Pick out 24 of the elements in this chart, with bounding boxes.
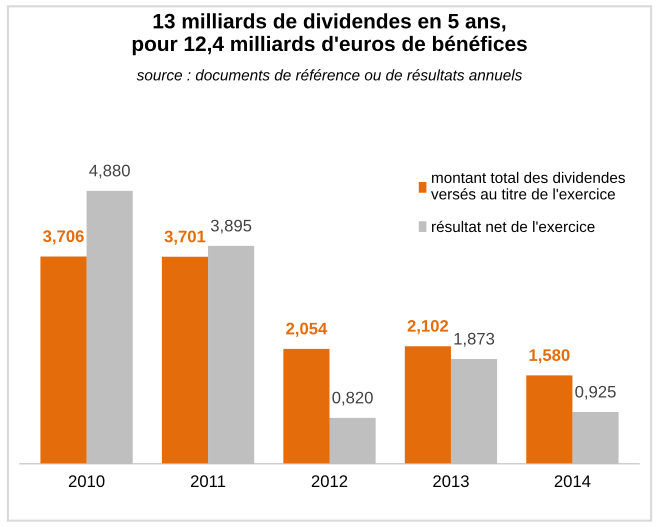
data-label: 3,895: [210, 220, 252, 234]
x-tick-label: 2014: [554, 475, 590, 488]
data-label: 2,054: [286, 322, 328, 337]
data-label: 1,580: [530, 349, 570, 364]
x-tick-label: 2011: [190, 475, 226, 488]
x-tick-label: 2010: [68, 475, 104, 488]
bar: [526, 375, 572, 464]
bar: [283, 348, 330, 464]
data-label: 0,925: [575, 386, 616, 400]
bar: [404, 346, 451, 464]
legend-label: résultat net de l'exercice: [432, 220, 595, 232]
bar: [40, 256, 87, 464]
legend-label: montant total des dividendes versés au titre de l'exercice: [431, 172, 625, 200]
data-label: 0,820: [332, 392, 373, 406]
chart-title: 13 milliards de dividendes en 5 ans, pour 12,4 milliards d'euros de bénéfices: [132, 13, 527, 56]
bar: [162, 256, 208, 464]
x-tick-label: 2012: [312, 475, 348, 488]
data-label: 3,706: [43, 230, 84, 245]
x-tick-label: 2013: [433, 475, 469, 488]
data-label: 2,102: [408, 320, 448, 334]
data-label: 4,880: [89, 164, 130, 178]
data-label: 1,873: [454, 332, 494, 347]
chart-subtitle: source : documents de référence ou de résultats annuels: [136, 69, 522, 81]
data-label: 3,701: [164, 230, 206, 245]
